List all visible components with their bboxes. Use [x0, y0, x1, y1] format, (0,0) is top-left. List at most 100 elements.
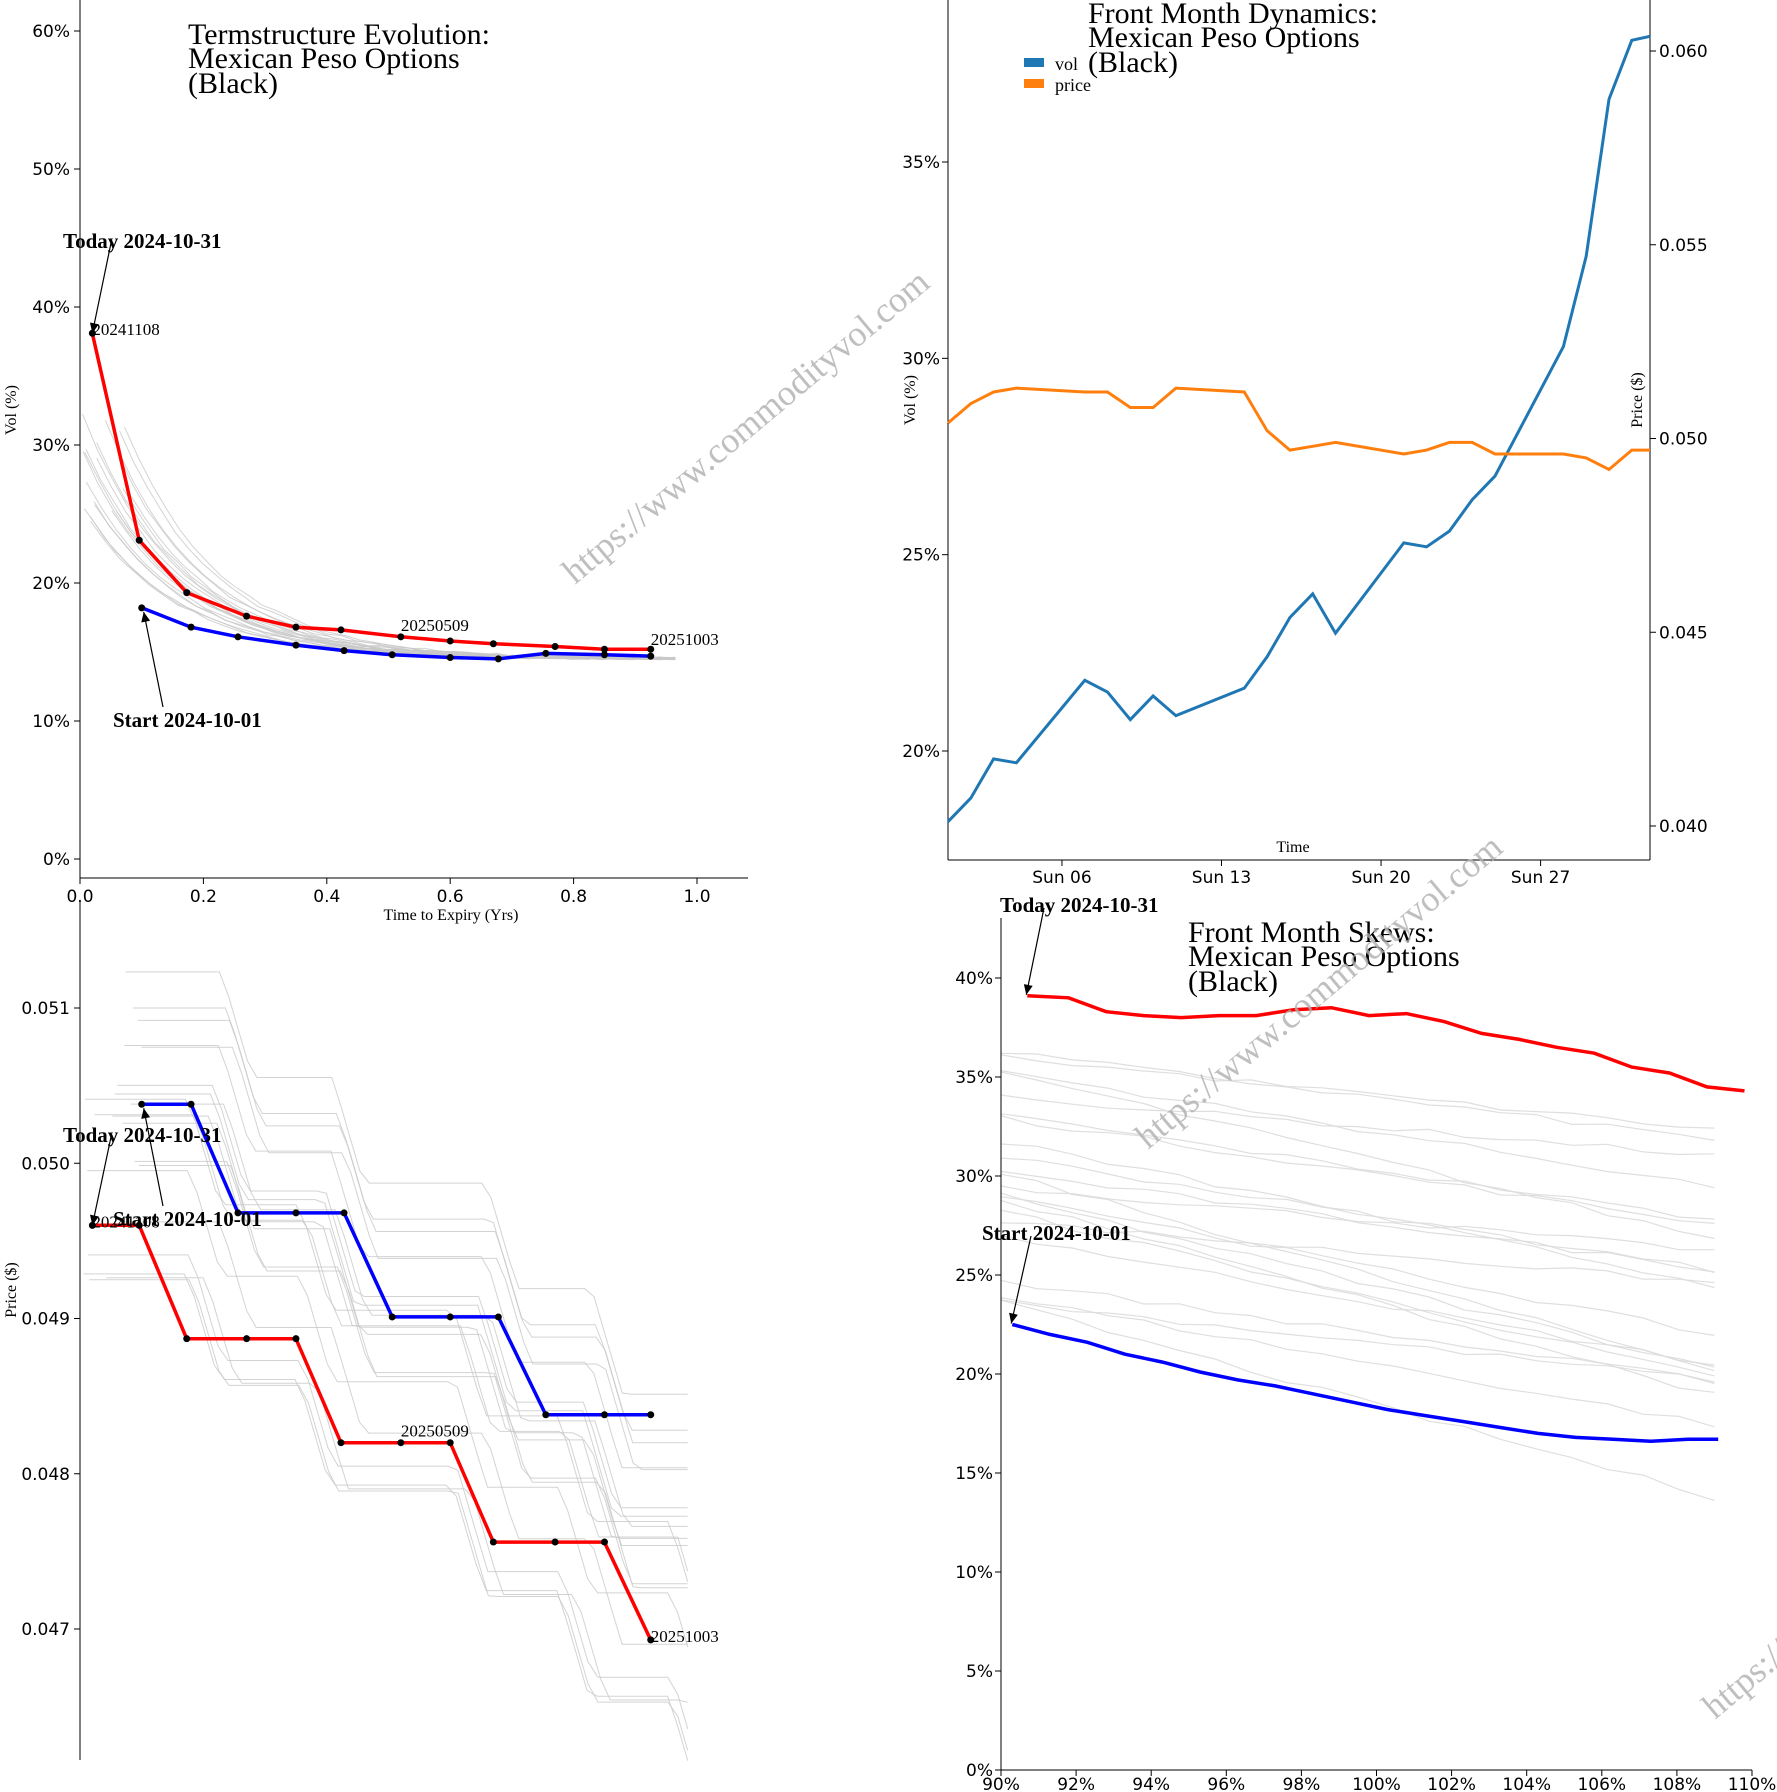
- dynamics-series-vol: [946, 34, 1651, 823]
- skews-x-tick-label: 96%: [1207, 1775, 1245, 1792]
- skews-annotation-today-arrow-head: [1023, 984, 1033, 995]
- price-structure-point-start: [542, 1411, 550, 1419]
- skews-history-line: [1000, 1299, 1715, 1383]
- price-structure-point-today: [243, 1335, 251, 1343]
- skews-x-tick-label: 102%: [1427, 1775, 1476, 1792]
- price-structure-point-start: [446, 1313, 454, 1321]
- termstructure-y-tick-label: 20%: [32, 574, 70, 594]
- price-structure-point-label: 20250509: [401, 1422, 469, 1441]
- skews-history-line: [1000, 1196, 1715, 1336]
- termstructure-point-start: [340, 647, 348, 655]
- termstructure-point-today: [446, 637, 454, 645]
- legend-vol-label: vol: [1055, 54, 1078, 74]
- skews-history-line: [1000, 1299, 1715, 1501]
- price-structure-history-line: [124, 1221, 688, 1645]
- termstructure-point-today: [243, 612, 251, 620]
- termstructure-chart: 0% 10% 20% 30% 40% 50% 60% 0.0 0.2 0.4 0.6 0.8 1.0 T…: [3, 0, 748, 924]
- termstructure-point-label: 20250509: [401, 616, 469, 635]
- skews-y-tick-label: 15%: [955, 1464, 993, 1484]
- price-structure-history-line: [83, 1273, 689, 1761]
- skews-y-tick-label: 0%: [966, 1761, 993, 1781]
- skews-history-line: [1000, 1054, 1715, 1129]
- price-structure-history-line: [117, 1084, 688, 1509]
- price-structure-annotation-today-arrow-head: [90, 1214, 99, 1226]
- termstructure-point-start: [647, 652, 655, 660]
- skews-series-today: [1027, 994, 1745, 1093]
- termstructure-y-tick-label: 60%: [32, 22, 70, 42]
- price-structure-point-today: [397, 1439, 405, 1447]
- price-structure-point-today: [292, 1335, 300, 1343]
- dynamics-x-tick-label: Sun 13: [1192, 868, 1251, 888]
- skews-history-line: [1000, 1052, 1715, 1141]
- price-structure-annotation-start-arrow-line: [143, 1108, 164, 1207]
- skews-x-tick-label: 104%: [1502, 1775, 1551, 1792]
- watermarks: https://www.commodityvol.com https://www…: [554, 261, 1777, 1726]
- skews-y-tick-label: 5%: [966, 1662, 993, 1682]
- price-structure-annotations: 20241108 20250509 20251003 Today 2024-10-31…: [63, 1108, 719, 1646]
- termstructure-point-start: [494, 655, 502, 663]
- skews-title-line-3: (Black): [1188, 965, 1278, 998]
- price-structure-y-tick-label: 0.050: [21, 1154, 70, 1174]
- skews-history-line: [1000, 1297, 1715, 1428]
- dynamics-x-tick-label: Sun 20: [1351, 868, 1410, 888]
- price-structure-annotation-today-arrow-line: [91, 1136, 112, 1226]
- skews-series: [1011, 994, 1745, 1444]
- price-structure-series: [88, 1100, 655, 1644]
- price-structure-point-start: [340, 1209, 348, 1217]
- skews-title-line-2: Mexican Peso Options: [1188, 940, 1460, 973]
- skews-history-line: [1000, 1192, 1715, 1368]
- price-structure-point-start: [647, 1411, 655, 1419]
- price-structure-point-today: [489, 1538, 497, 1546]
- price-structure-axes: 0.047 0.048 0.049 0.050 0.051: [21, 900, 81, 1760]
- dynamics-y2-tick-label: 0.050: [1659, 430, 1708, 450]
- dynamics-y-axis-label: Vol (%): [902, 375, 919, 425]
- price-structure-point-today: [647, 1636, 655, 1644]
- termstructure-point-start: [138, 604, 146, 612]
- termstructure-point-start: [446, 654, 454, 662]
- termstructure-point-today: [397, 633, 405, 641]
- termstructure-point-start: [234, 633, 242, 641]
- dynamics-title: Front Month Dynamics: Mexican Peso Optio…: [1088, 0, 1378, 79]
- termstructure-y-tick-label: 50%: [32, 160, 70, 180]
- termstructure-history-line: [124, 426, 676, 660]
- skews-x-tick-label: 108%: [1653, 1775, 1702, 1792]
- skews-annotation-start-arrow-line: [1010, 1235, 1032, 1324]
- price-structure-history-line: [88, 1254, 689, 1729]
- legend-vol-swatch: [1024, 58, 1044, 67]
- dynamics-series-price: [947, 386, 1650, 472]
- skews-annotation-today: Today 2024-10-31: [1000, 893, 1159, 917]
- termstructure-annotation-today: Today 2024-10-31: [63, 229, 222, 253]
- termstructure-point-start: [388, 651, 396, 659]
- price-structure-history-line: [122, 1122, 688, 1546]
- skews-x-tick-label: 98%: [1283, 1775, 1321, 1792]
- price-structure-point-label: 20251003: [651, 1627, 719, 1646]
- termstructure-x-tick-label: 0.4: [313, 887, 340, 907]
- skews-annotations: Today 2024-10-31 Start 2024-10-01: [982, 893, 1159, 1324]
- dynamics-y2-tick-label: 0.060: [1659, 42, 1708, 62]
- skews-history-line: [1000, 1070, 1715, 1189]
- price-structure-point-today: [135, 1221, 143, 1229]
- skews-x-tick-label: 94%: [1132, 1775, 1170, 1792]
- price-structure-chart: 0.047 0.048 0.049 0.050 0.051 Price ($) 2024…: [3, 900, 719, 1761]
- dynamics-x-tick-label: Sun 27: [1511, 868, 1570, 888]
- price-structure-y-axis-label: Price ($): [3, 1262, 20, 1318]
- skews-axes: 0% 5% 10% 15% 20% 25% 30% 35% 40% 90% 92% 94% 96% 98%…: [955, 918, 1776, 1792]
- termstructure-y-tick-label: 40%: [32, 298, 70, 318]
- skews-history-line: [1000, 1157, 1715, 1274]
- price-structure-point-today: [600, 1538, 608, 1546]
- termstructure-point-today: [292, 623, 300, 631]
- termstructure-title-line-3: (Black): [188, 67, 278, 100]
- price-structure-history-line: [137, 1019, 688, 1444]
- legend-price-swatch: [1024, 79, 1044, 88]
- termstructure-x-tick-label: 0.0: [66, 887, 93, 907]
- dynamics-y2-axis-label: Price ($): [1629, 372, 1646, 428]
- skews-annotation-start: Start 2024-10-01: [982, 1221, 1131, 1245]
- skews-history-line: [1000, 1094, 1715, 1156]
- dynamics-y-tick-label: 25%: [902, 546, 940, 566]
- skews-title: Front Month Skews: Mexican Peso Options …: [1188, 916, 1460, 998]
- skews-chart: 0% 5% 10% 15% 20% 25% 30% 35% 40% 90% 92% 94% 96% 98%…: [955, 893, 1776, 1792]
- termstructure-annotation-start-arrow-line: [143, 611, 164, 708]
- price-structure-point-label: 20241108: [92, 1212, 159, 1231]
- dynamics-y-tick-label: 35%: [902, 153, 940, 173]
- termstructure-x-tick-label: 1.0: [683, 887, 710, 907]
